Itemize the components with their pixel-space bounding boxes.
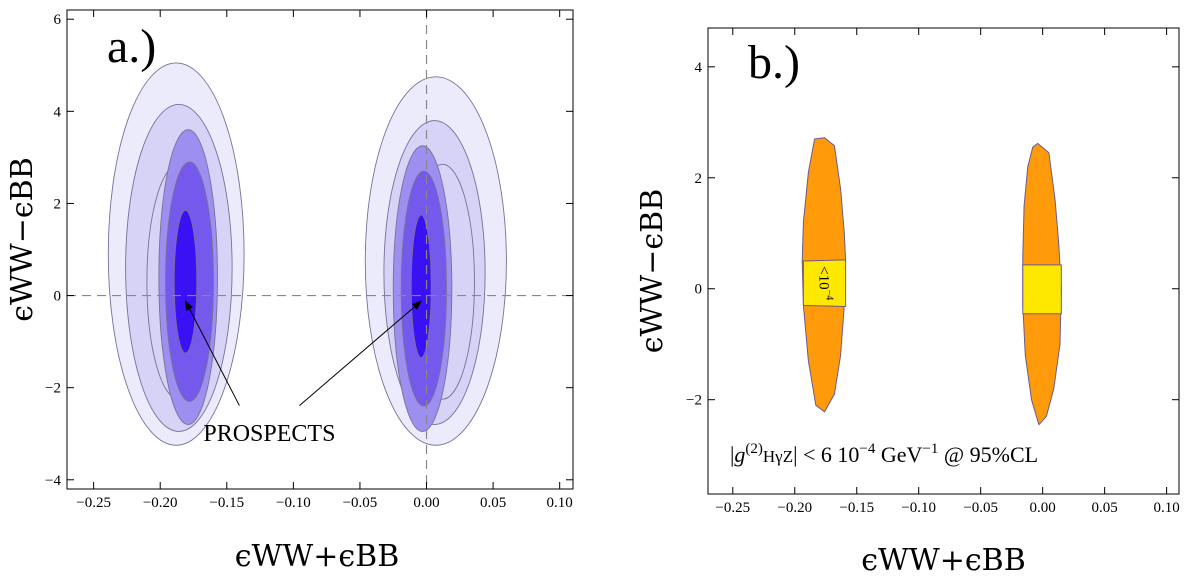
x-tick-label: −0.15 [209,495,244,511]
y-tick-label: −4 [45,473,61,489]
y-tick-label: 0 [54,289,62,305]
x-tick-label: 0.00 [413,495,439,511]
y-tick-label: −2 [686,393,702,409]
prospects-annotation: PROSPECTS [203,421,335,447]
panel-a-x-axis-label: ϵWW+ϵBB [235,539,400,574]
panel-a-contours [107,62,507,446]
contour-ellipse-6 [173,209,198,354]
panel-b-regions [801,137,1062,426]
x-tick-label: −0.05 [343,495,378,511]
x-tick-label: −0.20 [777,500,812,516]
y-tick-label: 4 [54,104,62,120]
y-tick-label: 4 [695,60,703,76]
panel-b-label: b.) [748,36,800,89]
formula-sub: HγZ [763,447,793,466]
panel-a-label: a.) [107,20,156,73]
panel-b-chart: −0.25 −0.20 −0.15 −0.10 −0.05 0.00 0.05 0.10 −2… [635,27,1180,576]
panel-b-frame [707,27,1180,495]
formula-sup: (2) [745,441,763,457]
yellow-region-4 [1022,264,1062,315]
formula-pre: | [730,442,734,467]
contour-label-exponent: −4 [824,290,835,301]
panel-b-y-axis-label: ϵWW−ϵBB [635,189,670,354]
formula-post: | < 6 10 [793,442,859,467]
panel-b-x-axis-label: ϵWW+ϵBB [861,543,1026,576]
panel-a-y-axis-label: ϵWW−ϵBB [5,157,40,322]
y-tick-label: 2 [695,171,703,187]
yellow-region-3 [802,259,847,307]
formula-exp2: −1 [922,441,938,457]
coupling-bound-formula: |g(2)HγZ| < 6 10−4 GeV−1 @ 95%CL [730,441,1038,467]
x-tick-label: 0.10 [1153,500,1179,516]
annotation-arrow-1 [185,300,240,406]
panel-a-chart: PROSPECTS −0.25 −0.20 −0.15 −0.10 −0.05 0.00 0… [5,9,574,574]
y-tick-label: 6 [54,12,62,28]
annotation-arrow-2 [299,300,422,406]
formula-g: g [734,442,745,467]
panel-a-y-ticks: −4 −2 0 2 4 6 [45,12,573,489]
x-tick-label: −0.10 [276,495,311,511]
panel-a-annotation: PROSPECTS [185,300,422,447]
x-tick-label: −0.25 [76,495,111,511]
x-tick-label: −0.20 [143,495,178,511]
y-tick-label: 0 [695,282,703,298]
formula-exp1: −4 [859,441,875,457]
y-tick-label: −2 [45,381,61,397]
x-tick-label: −0.05 [963,500,998,516]
x-tick-label: −0.15 [839,500,874,516]
panel-b-x-ticks: −0.25 −0.20 −0.15 −0.10 −0.05 0.00 0.05 0.10 [715,28,1180,516]
panel-b-y-ticks: −2 0 2 4 [686,60,1179,409]
x-tick-label: 0.05 [480,495,506,511]
panel-a-x-ticks: −0.25 −0.20 −0.15 −0.10 −0.05 0.00 0.05 0.10 [76,10,573,511]
formula-tail: @ 95%CL [938,442,1038,467]
x-tick-label: −0.10 [901,500,936,516]
y-tick-label: 2 [54,196,62,212]
contour-ellipse-12 [410,214,432,359]
x-tick-label: 0.05 [1092,500,1118,516]
contour-label-base: <10 [816,266,832,289]
x-tick-label: 0.00 [1030,500,1056,516]
x-tick-label: −0.25 [715,500,750,516]
x-tick-label: 0.10 [547,495,573,511]
panel-a-frame [66,9,574,490]
panel-a-reference-lines [67,10,573,489]
formula-unit: GeV [875,442,922,467]
contour-label: <10−4 [816,266,835,300]
